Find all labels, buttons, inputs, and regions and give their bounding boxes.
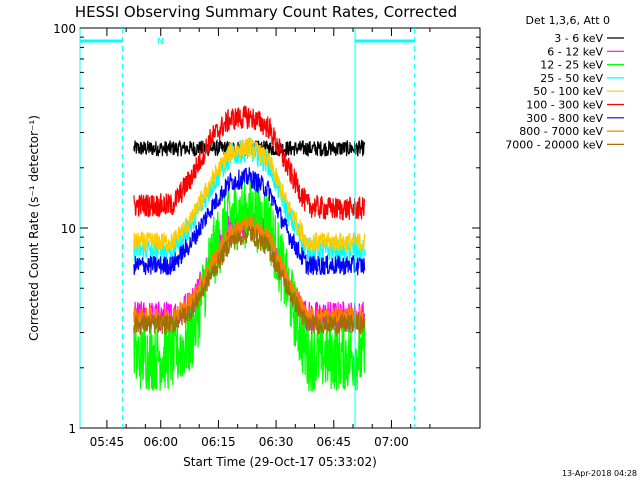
x-axis-label: Start Time (29-Oct-17 05:33:02): [183, 455, 377, 469]
series-line-50-100-kev: [133, 137, 366, 253]
chart-title: HESSI Observing Summary Count Rates, Cor…: [75, 3, 457, 21]
series-layer: [133, 105, 366, 392]
y-tick-label-2: 10: [61, 222, 76, 236]
series-line-7000-20000-kev: [133, 225, 366, 337]
plot-area: N 05:45 06:00 06:15 06:30 06:45 07:00 1 10 100: [53, 22, 481, 449]
legend-label-4: 25 - 50 keV: [540, 72, 603, 85]
night-label: N: [157, 37, 164, 47]
legend-label-8: 800 - 7000 keV: [519, 125, 603, 138]
x-tick-label-5: 06:45: [316, 435, 351, 449]
legend-label-6: 100 - 300 keV: [526, 99, 603, 112]
x-tick-label-4: 06:30: [259, 435, 294, 449]
legend-title: Det 1,3,6, Att 0: [526, 14, 610, 27]
legend-label-1: 3 - 6 keV: [554, 32, 603, 45]
series-line-300-800-kev: [133, 167, 366, 276]
legend-label-5: 50 - 100 keV: [533, 85, 603, 98]
tick-layer: 05:45 06:00 06:15 06:30 06:45 07:00 1 10 100: [53, 22, 480, 449]
series-line-100-300-kev: [133, 105, 366, 221]
footer-date: 13-Apr-2018 04:28: [562, 469, 637, 478]
y-axis-label: Corrected Count Rate (s⁻¹ detector⁻¹): [27, 115, 41, 341]
y-tick-label-1: 1: [68, 422, 76, 436]
x-tick-label-3: 06:15: [201, 435, 236, 449]
x-tick-label-2: 06:00: [143, 435, 178, 449]
legend-label-3: 12 - 25 keV: [540, 59, 603, 72]
legend-label-9: 7000 - 20000 keV: [505, 138, 603, 151]
legend-label-7: 300 - 800 keV: [526, 112, 603, 125]
x-tick-label-1: 05:45: [90, 435, 125, 449]
x-tick-label-6: 07:00: [374, 435, 409, 449]
legend-label-2: 6 - 12 keV: [547, 45, 603, 58]
y-tick-label-3: 100: [53, 22, 76, 36]
